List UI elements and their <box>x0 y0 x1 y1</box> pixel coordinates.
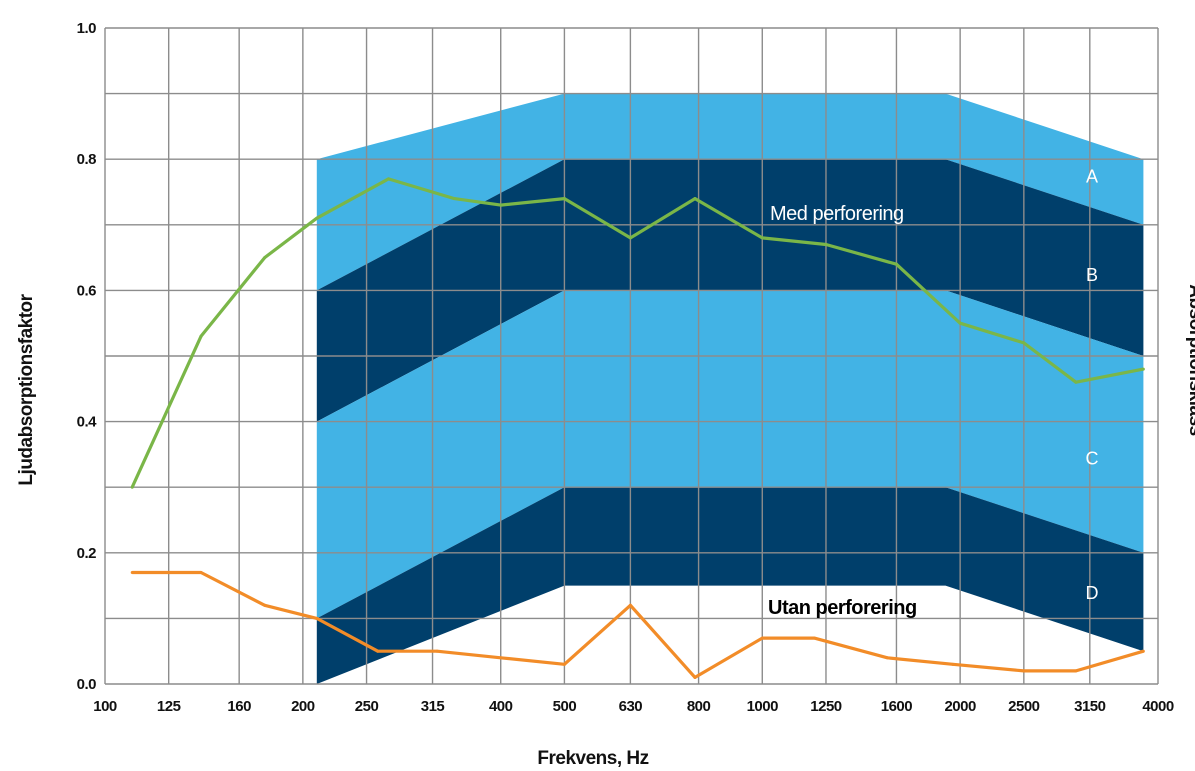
data-point <box>894 262 898 266</box>
data-point <box>499 203 503 207</box>
data-point <box>376 649 380 653</box>
data-point <box>387 177 391 181</box>
x-tick-label: 200 <box>291 698 315 715</box>
x-tick-label: 315 <box>421 698 445 715</box>
right-axis-title: Absorptionsklass <box>1185 284 1195 435</box>
data-point <box>1022 669 1026 673</box>
data-point <box>562 197 566 201</box>
data-point <box>693 197 697 201</box>
data-point <box>1022 341 1026 345</box>
data-point <box>760 236 764 240</box>
data-point <box>824 242 828 246</box>
class-label-b: B <box>1086 265 1098 285</box>
class-labels: A B C D <box>1086 167 1099 604</box>
data-point <box>812 636 816 640</box>
data-point <box>315 616 319 620</box>
x-tick-label: 800 <box>687 698 711 715</box>
x-tick-label: 630 <box>619 698 643 715</box>
absorption-class-bands <box>316 93 1144 684</box>
y-tick-label: 0.8 <box>77 151 97 168</box>
data-point <box>628 236 632 240</box>
y-tick-label: 0.0 <box>77 676 97 693</box>
x-tick-label: 4000 <box>1142 698 1174 715</box>
x-tick-label: 2500 <box>1008 698 1040 715</box>
x-axis-title: Frekvens, Hz <box>537 748 648 769</box>
class-label-a: A <box>1086 167 1098 187</box>
x-tick-label: 1250 <box>810 698 842 715</box>
x-tick-label: 2000 <box>944 698 976 715</box>
data-point <box>951 662 955 666</box>
x-tick-label: 100 <box>93 698 117 715</box>
data-point <box>628 603 632 607</box>
x-tick-label: 250 <box>355 698 379 715</box>
x-tick-label: 3150 <box>1074 698 1106 715</box>
x-tick-labels: 100 125 160 200 250 315 400 500 630 800 1000 1250 16… <box>93 698 1174 715</box>
data-point <box>263 603 267 607</box>
y-tick-label: 1.0 <box>77 20 97 37</box>
class-band-c <box>316 290 1144 619</box>
x-tick-label: 400 <box>489 698 513 715</box>
data-point <box>435 649 439 653</box>
x-tick-label: 1600 <box>881 698 913 715</box>
data-point <box>263 256 267 260</box>
data-point <box>562 662 566 666</box>
data-point <box>1074 380 1078 384</box>
y-axis-title: Ljudabsorptionsfaktor <box>16 293 37 485</box>
data-point <box>315 216 319 220</box>
data-point <box>130 570 134 574</box>
y-tick-label: 0.6 <box>77 282 97 299</box>
data-point <box>452 197 456 201</box>
data-point <box>885 656 889 660</box>
x-tick-label: 500 <box>553 698 577 715</box>
data-point <box>1074 669 1078 673</box>
grid <box>104 27 1159 685</box>
data-point <box>130 485 134 489</box>
data-point <box>1141 367 1145 371</box>
y-tick-label: 0.2 <box>77 545 97 562</box>
class-label-d: D <box>1086 583 1099 603</box>
x-tick-label: 1000 <box>747 698 779 715</box>
y-tick-labels: 0.0 0.2 0.4 0.6 0.8 1.0 <box>77 20 98 693</box>
annotation-med-perforering: Med perforering <box>770 203 904 225</box>
class-label-c: C <box>1086 449 1099 469</box>
data-point <box>1141 649 1145 653</box>
x-tick-label: 125 <box>157 698 181 715</box>
data-point <box>760 636 764 640</box>
series-lines <box>130 177 1145 680</box>
annotation-utan-perforering: Utan perforering <box>768 597 917 619</box>
data-point <box>958 321 962 325</box>
x-tick-label: 160 <box>227 698 251 715</box>
data-point <box>693 675 697 679</box>
data-point <box>199 570 203 574</box>
data-point <box>199 334 203 338</box>
y-tick-label: 0.4 <box>77 414 98 431</box>
class-band-a <box>316 93 1144 291</box>
data-point <box>499 656 503 660</box>
class-band-d <box>316 487 1144 684</box>
